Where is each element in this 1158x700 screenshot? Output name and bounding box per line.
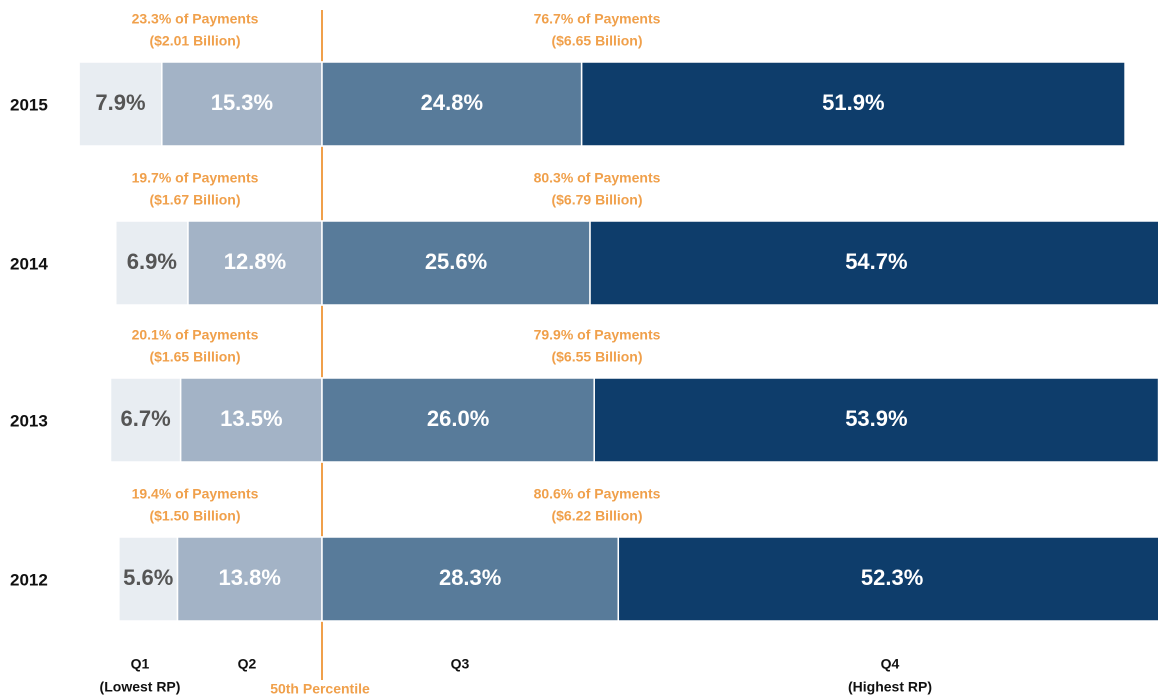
annotation: ($6.65 Billion) (551, 33, 642, 49)
value-label: 6.7% (121, 406, 171, 431)
value-label: 53.9% (845, 406, 907, 431)
value-label: 5.6% (123, 565, 173, 590)
bar-segment (580, 61, 1126, 147)
annotation: 19.4% of Payments (132, 486, 259, 502)
annotation: ($1.67 Billion) (149, 192, 240, 208)
bar-segment (187, 220, 323, 306)
value-label: 25.6% (425, 249, 487, 274)
value-label: 6.9% (127, 249, 177, 274)
series-subtitle: (Highest RP) (848, 679, 932, 695)
bar-segment (179, 377, 323, 463)
bar-segment (321, 536, 620, 622)
value-label: 7.9% (95, 90, 145, 115)
annotation: 80.6% of Payments (534, 486, 661, 502)
annotation: 79.9% of Payments (534, 327, 661, 343)
value-label: 51.9% (822, 90, 884, 115)
year-label: 2015 (10, 95, 48, 114)
annotation: 23.3% of Payments (132, 11, 259, 27)
value-label: 15.3% (211, 90, 273, 115)
annotation: 76.7% of Payments (534, 11, 661, 27)
value-label: 13.8% (219, 565, 281, 590)
bar-segment (617, 536, 1158, 622)
year-label: 2013 (10, 411, 48, 430)
bar-segment (589, 220, 1158, 306)
annotation: 80.3% of Payments (534, 170, 661, 186)
bar-segment (321, 61, 583, 147)
value-label: 12.8% (224, 249, 286, 274)
annotation: ($6.55 Billion) (551, 349, 642, 365)
series-label: Q1 (131, 656, 150, 672)
year-label: 2012 (10, 570, 48, 589)
annotation: ($1.65 Billion) (149, 349, 240, 365)
annotation: ($1.50 Billion) (149, 508, 240, 524)
center-label: 50th Percentile (270, 681, 370, 697)
series-label: Q3 (451, 656, 470, 672)
year-label: 2014 (10, 254, 48, 273)
bar-segment (321, 377, 595, 463)
series-label: Q4 (881, 656, 900, 672)
annotation: ($6.79 Billion) (551, 192, 642, 208)
annotation: 20.1% of Payments (132, 327, 259, 343)
bar-segment (161, 61, 323, 147)
annotation: ($6.22 Billion) (551, 508, 642, 524)
value-label: 54.7% (845, 249, 907, 274)
bar-segment (593, 377, 1158, 463)
value-label: 52.3% (861, 565, 923, 590)
annotation: ($2.01 Billion) (149, 33, 240, 49)
value-label: 13.5% (220, 406, 282, 431)
value-label: 26.0% (427, 406, 489, 431)
value-label: 24.8% (421, 90, 483, 115)
series-subtitle: (Lowest RP) (100, 679, 181, 695)
series-label: Q2 (238, 656, 257, 672)
value-label: 28.3% (439, 565, 501, 590)
bar-segment (118, 536, 179, 622)
annotation: 19.7% of Payments (132, 170, 259, 186)
